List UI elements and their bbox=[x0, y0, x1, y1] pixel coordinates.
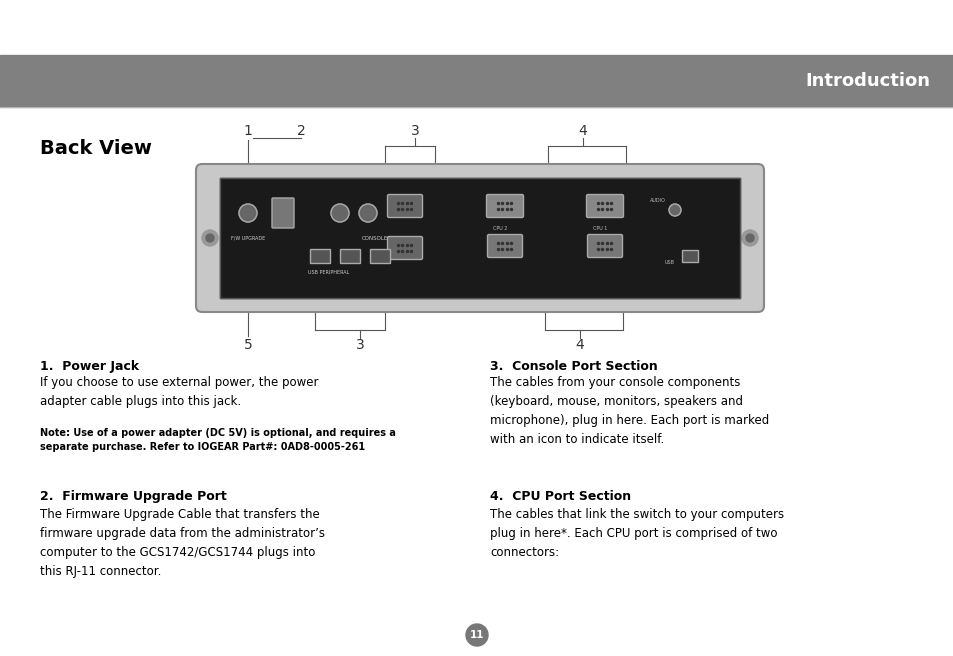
Text: 4.  CPU Port Section: 4. CPU Port Section bbox=[490, 490, 631, 503]
Text: 2.  Firmware Upgrade Port: 2. Firmware Upgrade Port bbox=[40, 490, 227, 503]
Text: F/W UPGRADE: F/W UPGRADE bbox=[231, 235, 265, 240]
Bar bbox=[681, 250, 698, 262]
FancyBboxPatch shape bbox=[587, 234, 622, 258]
Text: 4: 4 bbox=[575, 338, 584, 352]
FancyBboxPatch shape bbox=[272, 198, 294, 228]
Text: 1.  Power Jack: 1. Power Jack bbox=[40, 360, 139, 373]
Text: 3.  Console Port Section: 3. Console Port Section bbox=[490, 360, 657, 373]
Circle shape bbox=[206, 234, 213, 242]
Text: If you choose to use external power, the power
adapter cable plugs into this jac: If you choose to use external power, the… bbox=[40, 376, 318, 408]
Circle shape bbox=[741, 230, 758, 246]
Bar bbox=[370, 249, 390, 263]
Circle shape bbox=[465, 624, 488, 646]
Text: Note: Use of a power adapter (DC 5V) is optional, and requires a
separate purcha: Note: Use of a power adapter (DC 5V) is … bbox=[40, 428, 395, 452]
Text: 2: 2 bbox=[296, 124, 305, 138]
Text: 4: 4 bbox=[578, 124, 587, 138]
FancyBboxPatch shape bbox=[387, 237, 422, 260]
Text: 1: 1 bbox=[243, 124, 253, 138]
Text: 5: 5 bbox=[243, 338, 253, 352]
Text: CPU 2: CPU 2 bbox=[493, 226, 507, 230]
Text: The cables from your console components
(keyboard, mouse, monitors, speakers and: The cables from your console components … bbox=[490, 376, 768, 446]
Circle shape bbox=[239, 204, 256, 222]
Text: CPU 1: CPU 1 bbox=[593, 226, 607, 230]
Text: The cables that link the switch to your computers
plug in here*. Each CPU port i: The cables that link the switch to your … bbox=[490, 508, 783, 559]
Text: 3: 3 bbox=[410, 124, 419, 138]
Circle shape bbox=[668, 204, 680, 216]
Circle shape bbox=[202, 230, 218, 246]
Text: AUDIO: AUDIO bbox=[649, 197, 665, 203]
Bar bbox=[339, 249, 359, 263]
Text: Introduction: Introduction bbox=[804, 72, 929, 90]
Circle shape bbox=[331, 204, 349, 222]
Bar bbox=[0, 55, 953, 107]
FancyBboxPatch shape bbox=[486, 194, 523, 218]
FancyBboxPatch shape bbox=[387, 194, 422, 218]
Text: The Firmware Upgrade Cable that transfers the
firmware upgrade data from the adm: The Firmware Upgrade Cable that transfer… bbox=[40, 508, 325, 578]
Text: USB PERIPHERAL: USB PERIPHERAL bbox=[308, 270, 349, 275]
Bar bbox=[310, 249, 330, 263]
Bar bbox=[220, 178, 740, 298]
FancyBboxPatch shape bbox=[487, 234, 522, 258]
Circle shape bbox=[358, 204, 376, 222]
Text: USB: USB bbox=[664, 260, 675, 264]
Text: 3: 3 bbox=[355, 338, 364, 352]
Text: CONSOLE: CONSOLE bbox=[361, 236, 388, 241]
Text: 11: 11 bbox=[469, 630, 484, 640]
Circle shape bbox=[745, 234, 753, 242]
Bar bbox=[220, 178, 740, 298]
FancyBboxPatch shape bbox=[195, 164, 763, 312]
FancyBboxPatch shape bbox=[586, 194, 623, 218]
Text: Back View: Back View bbox=[40, 138, 152, 157]
